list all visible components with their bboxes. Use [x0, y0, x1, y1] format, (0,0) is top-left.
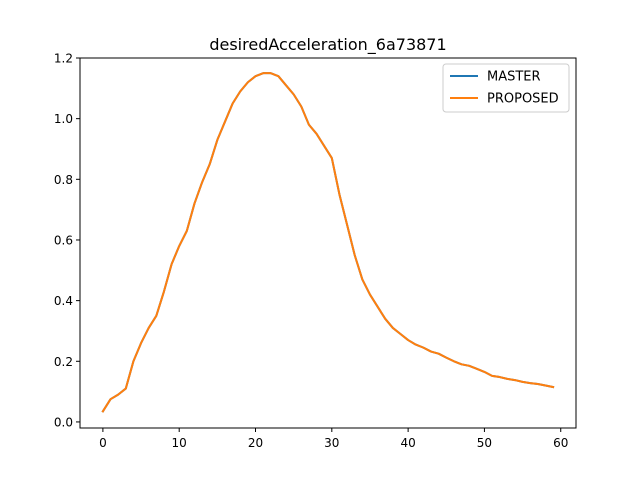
- y-tick-label: 0.6: [54, 233, 73, 247]
- x-tick-label: 0: [99, 436, 107, 450]
- x-tick-label: 40: [400, 436, 415, 450]
- series-layer: [101, 72, 555, 413]
- y-tick-label: 0.2: [54, 355, 73, 369]
- x-tick-label: 30: [324, 436, 339, 450]
- legend-label-master: MASTER: [487, 70, 541, 85]
- x-axis: 0 10 20 30 40 50 60: [99, 428, 568, 450]
- chart-title: desiredAcceleration_6a73871: [209, 35, 446, 55]
- y-axis: 0.0 0.2 0.4 0.6 0.8 1.0 1.2: [54, 52, 80, 429]
- y-tick-label: 0.4: [54, 294, 73, 308]
- x-tick-label: 10: [172, 436, 187, 450]
- x-tick-label: 20: [248, 436, 263, 450]
- y-tick-label: 0.0: [54, 415, 73, 429]
- legend-label-proposed: PROPOSED: [487, 92, 559, 107]
- y-tick-label: 1.0: [54, 112, 73, 126]
- series-line-proposed: [101, 72, 555, 413]
- legend: MASTER PROPOSED: [442, 63, 570, 113]
- plot-frame: [79, 57, 577, 429]
- x-tick-label: 60: [553, 436, 568, 450]
- y-tick-label: 1.2: [54, 52, 73, 66]
- x-tick-label: 50: [477, 436, 492, 450]
- y-tick-label: 0.8: [54, 173, 73, 187]
